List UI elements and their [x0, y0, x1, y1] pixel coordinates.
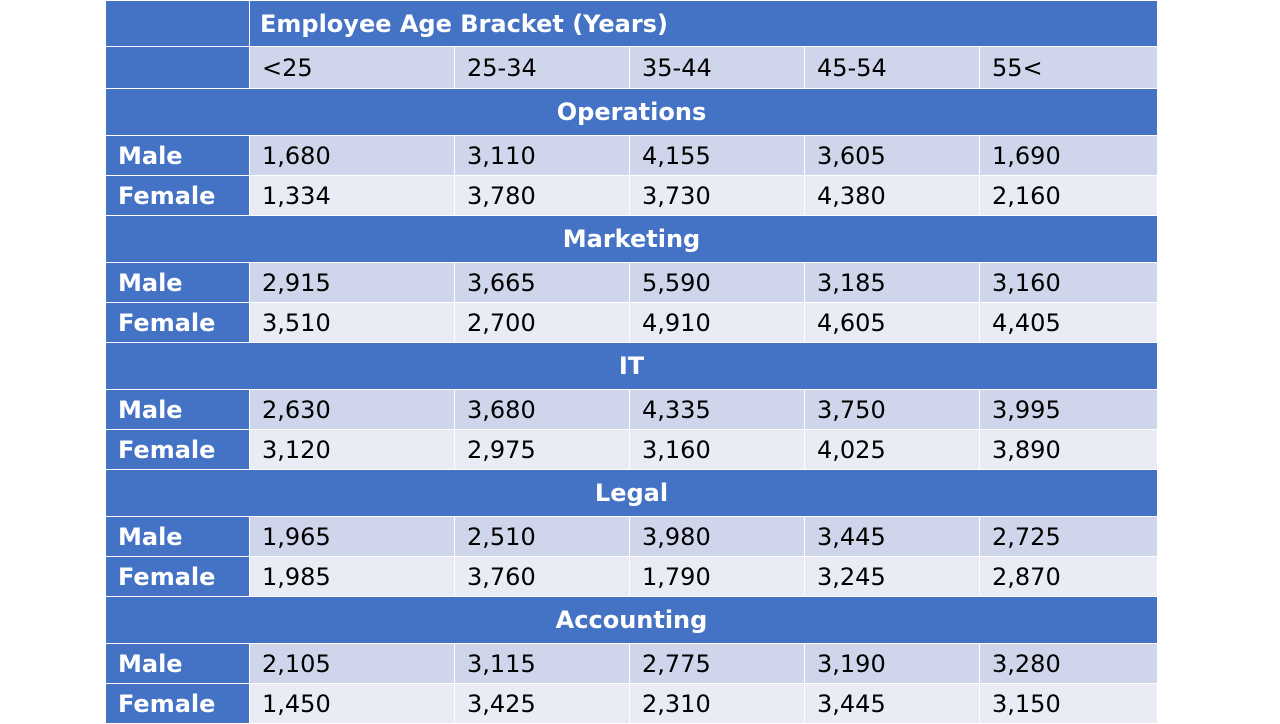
row-label: Male	[105, 516, 250, 557]
table-cell: 3,280	[978, 643, 1159, 684]
row-label: Male	[105, 135, 250, 176]
bracket-row: <25 25-34 35-44 45-54 55<	[105, 46, 1159, 89]
section-title: Marketing	[104, 215, 1159, 263]
table-cell: 3,425	[454, 683, 630, 724]
section-title: Legal	[104, 469, 1159, 517]
table-row: Female 3,120 2,975 3,160 4,025 3,890	[105, 429, 1159, 470]
table-title: Employee Age Bracket (Years)	[248, 0, 1159, 47]
row-label: Female	[105, 302, 250, 343]
row-label: Male	[105, 389, 250, 430]
table-cell: 3,665	[454, 262, 630, 303]
table-cell: 1,450	[249, 683, 455, 724]
table-cell: 2,310	[629, 683, 805, 724]
table-row: Female 1,334 3,780 3,730 4,380 2,160	[105, 175, 1159, 216]
table-cell: 5,590	[629, 262, 805, 303]
table-cell: 3,680	[454, 389, 630, 430]
table-cell: 3,150	[978, 683, 1159, 724]
table-cell: 4,605	[804, 302, 980, 343]
table-cell: 3,115	[454, 643, 630, 684]
table-cell: 3,245	[804, 556, 980, 597]
section-title: IT	[104, 342, 1159, 390]
table-cell: 1,965	[249, 516, 455, 557]
table-cell: 4,380	[804, 175, 980, 216]
table-row: Female 3,510 2,700 4,910 4,605 4,405	[105, 302, 1159, 343]
table-cell: 2,630	[249, 389, 455, 430]
table-row: Female 1,985 3,760 1,790 3,245 2,870	[105, 556, 1159, 597]
table-cell: 3,120	[249, 429, 455, 470]
row-label: Female	[105, 175, 250, 216]
table-cell: 3,995	[978, 389, 1159, 430]
bracket-header: 55<	[978, 46, 1159, 89]
bracket-header: <25	[249, 46, 455, 89]
bracket-header: 45-54	[804, 46, 980, 89]
row-label: Female	[105, 556, 250, 597]
table-cell: 3,445	[804, 516, 980, 557]
table-cell: 1,334	[249, 175, 455, 216]
table-cell: 2,915	[249, 262, 455, 303]
table-cell: 3,160	[978, 262, 1159, 303]
table-cell: 1,680	[249, 135, 455, 176]
table-cell: 3,160	[629, 429, 805, 470]
table-cell: 4,155	[629, 135, 805, 176]
table-cell: 2,160	[978, 175, 1159, 216]
table-cell: 3,190	[804, 643, 980, 684]
table-cell: 1,790	[629, 556, 805, 597]
table-cell: 3,185	[804, 262, 980, 303]
corner-cell	[105, 0, 250, 47]
section-row: IT	[104, 342, 1159, 390]
table-row: Male 2,105 3,115 2,775 3,190 3,280	[105, 643, 1159, 684]
section-row: Operations	[104, 88, 1159, 136]
table-row: Male 2,630 3,680 4,335 3,750 3,995	[105, 389, 1159, 430]
table-cell: 2,870	[978, 556, 1159, 597]
table-cell: 3,890	[978, 429, 1159, 470]
table-cell: 2,725	[978, 516, 1159, 557]
table-cell: 3,110	[454, 135, 630, 176]
section-row: Accounting	[104, 596, 1159, 644]
table-cell: 2,700	[454, 302, 630, 343]
employee-age-table: Employee Age Bracket (Years) <25 25-34 3…	[104, 0, 1159, 724]
title-row: Employee Age Bracket (Years)	[105, 0, 1159, 47]
table-cell: 4,335	[629, 389, 805, 430]
table-cell: 3,730	[629, 175, 805, 216]
section-title: Accounting	[104, 596, 1159, 644]
table-cell: 4,910	[629, 302, 805, 343]
table-cell: 1,690	[978, 135, 1159, 176]
table-body: Employee Age Bracket (Years) <25 25-34 3…	[104, 0, 1159, 724]
table-cell: 1,985	[249, 556, 455, 597]
corner-cell	[105, 46, 250, 89]
table-row: Female 1,450 3,425 2,310 3,445 3,150	[105, 683, 1159, 724]
table-row: Male 1,965 2,510 3,980 3,445 2,725	[105, 516, 1159, 557]
table-cell: 2,775	[629, 643, 805, 684]
table-cell: 3,780	[454, 175, 630, 216]
table-cell: 3,760	[454, 556, 630, 597]
bracket-header: 25-34	[454, 46, 630, 89]
row-label: Male	[105, 262, 250, 303]
table-row: Male 1,680 3,110 4,155 3,605 1,690	[105, 135, 1159, 176]
table-cell: 4,025	[804, 429, 980, 470]
section-title: Operations	[104, 88, 1159, 136]
table-cell: 2,105	[249, 643, 455, 684]
table-cell: 3,750	[804, 389, 980, 430]
table-cell: 3,980	[629, 516, 805, 557]
row-label: Female	[105, 429, 250, 470]
table-cell: 2,975	[454, 429, 630, 470]
table-cell: 3,605	[804, 135, 980, 176]
table-cell: 2,510	[454, 516, 630, 557]
table-cell: 3,510	[249, 302, 455, 343]
bracket-header: 35-44	[629, 46, 805, 89]
section-row: Marketing	[104, 215, 1159, 263]
section-row: Legal	[104, 469, 1159, 517]
row-label: Female	[105, 683, 250, 724]
row-label: Male	[105, 643, 250, 684]
table-cell: 3,445	[804, 683, 980, 724]
table-cell: 4,405	[978, 302, 1159, 343]
table-row: Male 2,915 3,665 5,590 3,185 3,160	[105, 262, 1159, 303]
employee-table-container: Employee Age Bracket (Years) <25 25-34 3…	[104, 0, 1159, 724]
